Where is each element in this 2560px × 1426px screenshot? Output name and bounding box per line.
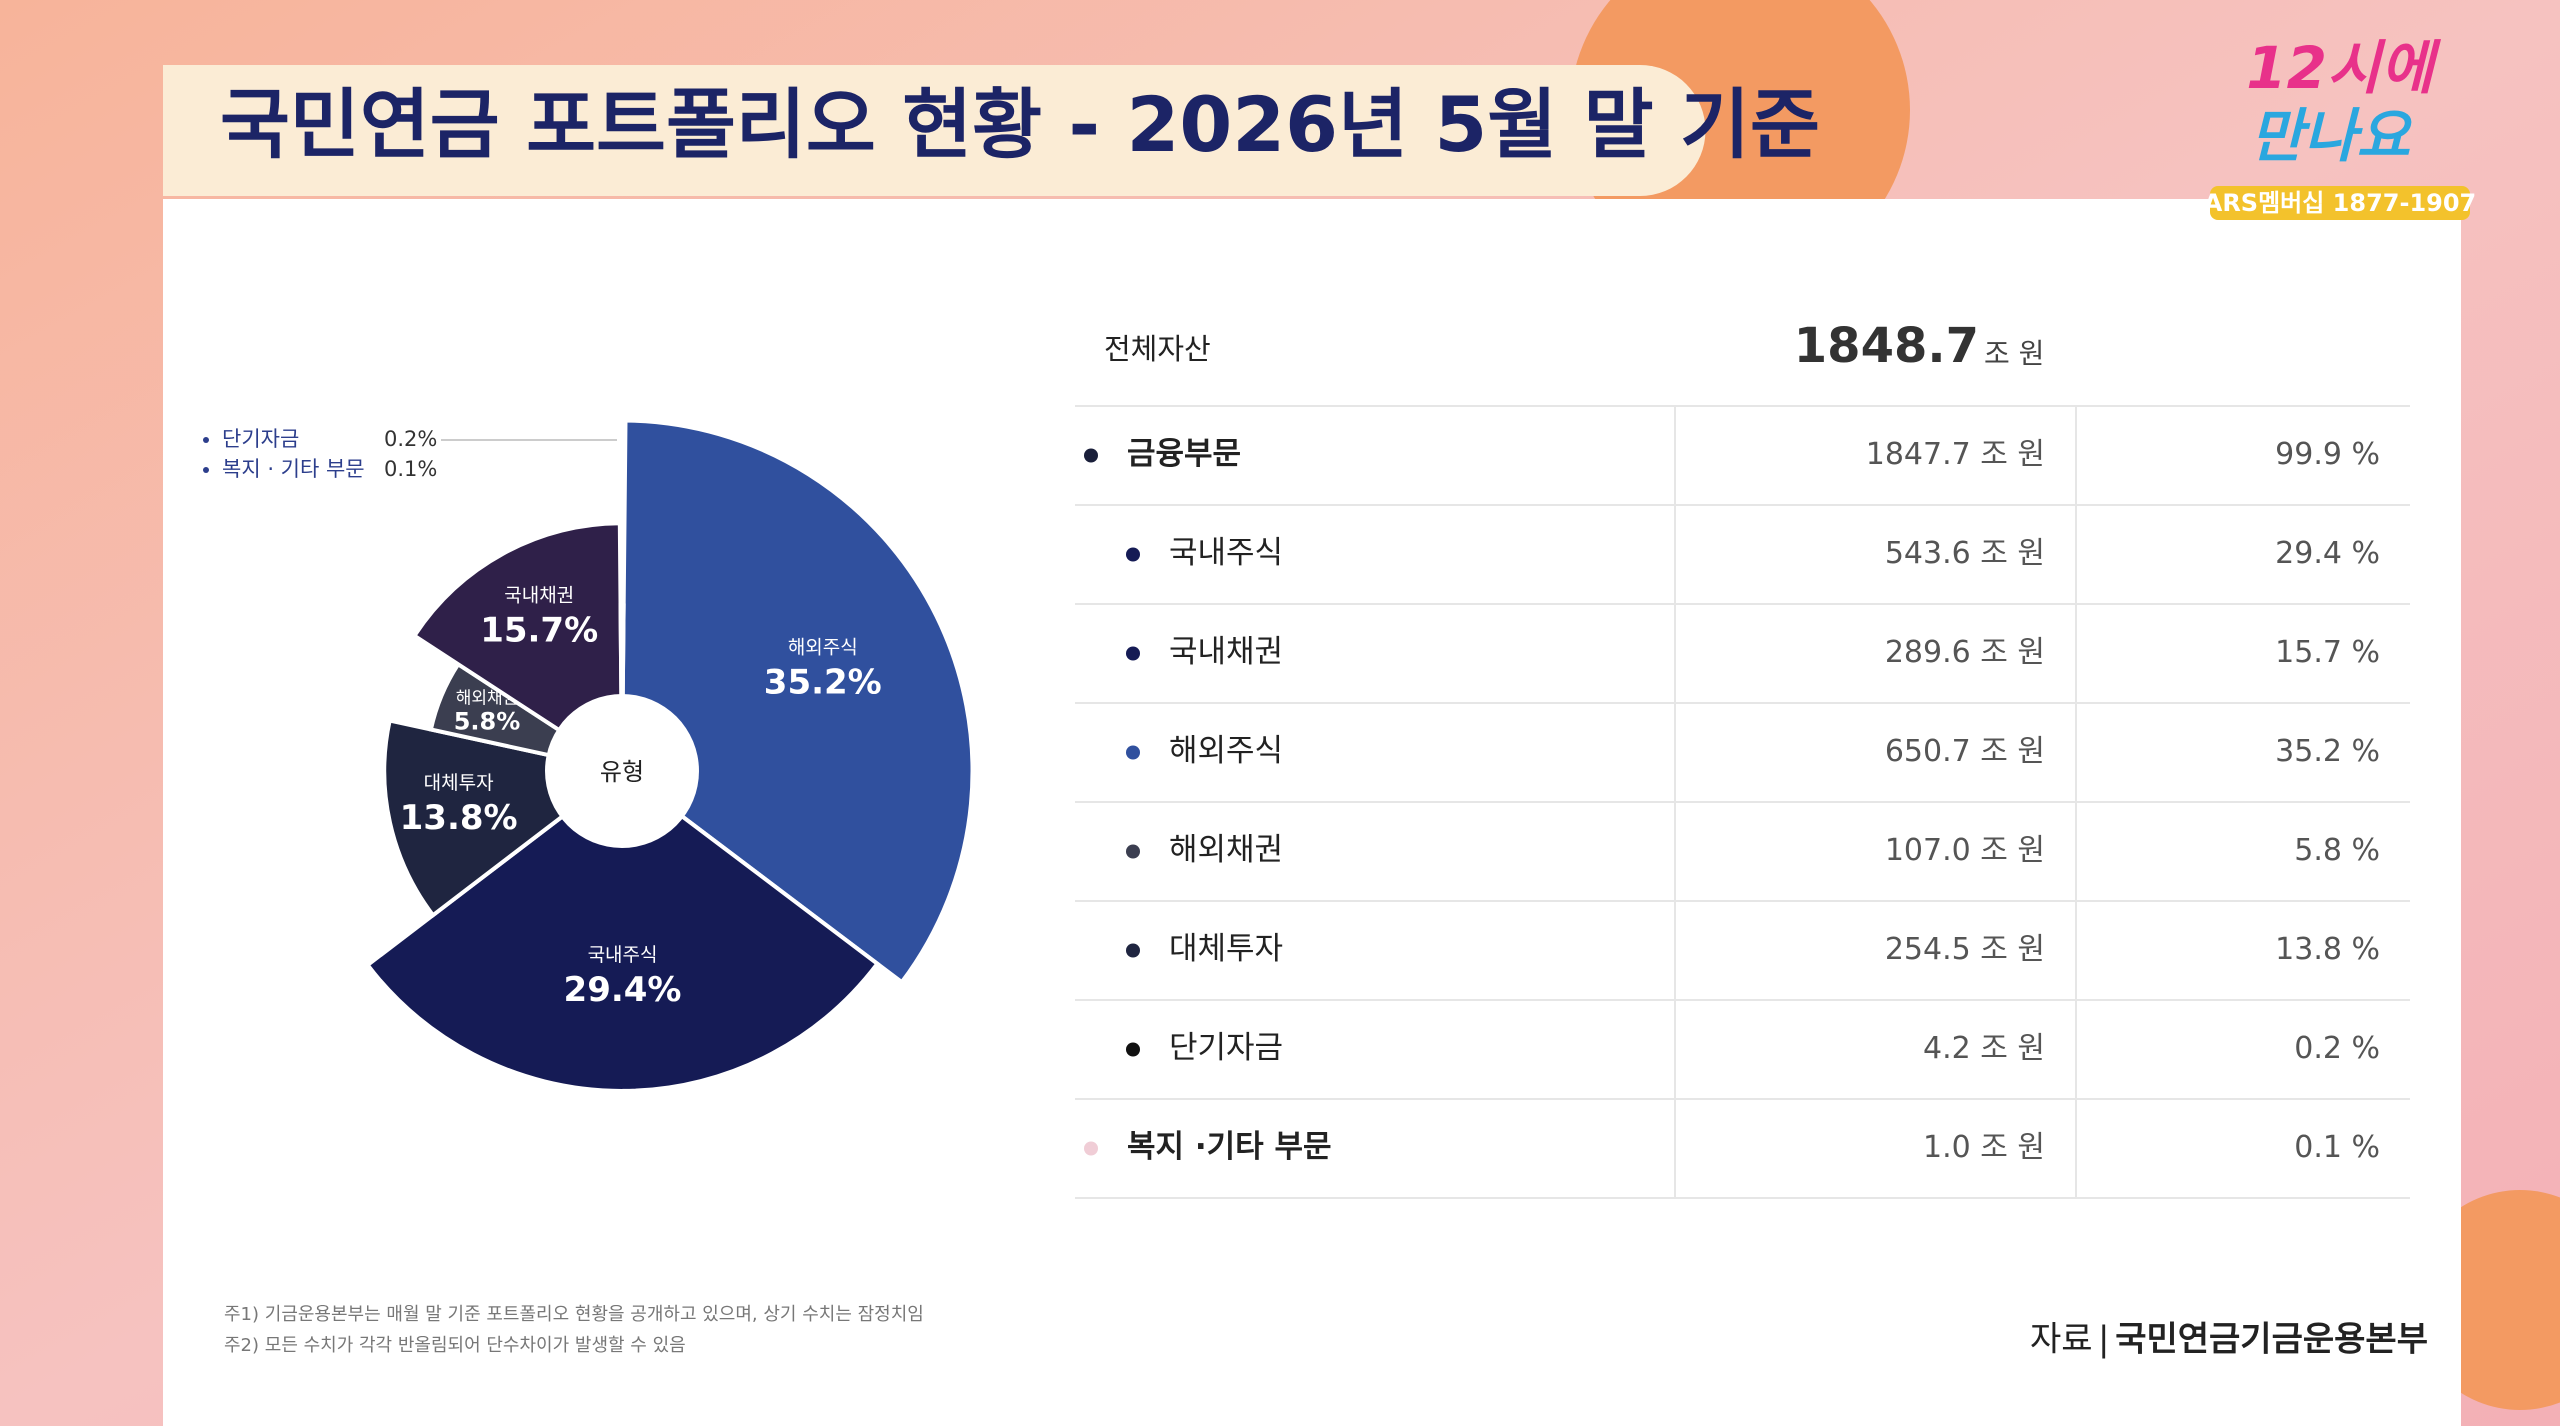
- row-label: 해외채권: [1169, 832, 1283, 868]
- row-amount: 1847.7 조 원: [1866, 437, 2045, 472]
- row-amount: 4.2 조 원: [1923, 1031, 2045, 1066]
- center-hole: [545, 694, 699, 848]
- row-dot: [1126, 844, 1140, 859]
- row-share: 99.9 %: [2275, 437, 2380, 472]
- row-label: 복지 ·기타 부문: [1127, 1129, 1331, 1165]
- row-dot: [1126, 646, 1140, 661]
- row-amount: 254.5 조 원: [1885, 932, 2045, 967]
- note: 주1) 기금운용본부는 매월 말 기준 포트폴리오 현황을 공개하고 있으며, …: [224, 1304, 924, 1325]
- title-banner: [163, 65, 1706, 196]
- row-share: 15.7 %: [2275, 635, 2380, 670]
- row-label: 금융부문: [1127, 436, 1241, 472]
- row-share: 35.2 %: [2275, 734, 2380, 769]
- row-dot: [1084, 448, 1098, 463]
- note: 주2) 모든 수치가 각각 반올림되어 단수차이가 발생할 수 있음: [224, 1335, 686, 1356]
- row-dot: [1126, 547, 1140, 562]
- pie-chart: 해외주식35.2%국내주식29.4%대체투자13.8%해외채권5.8%국내채권1…: [203, 418, 975, 1093]
- slice-value: 35.2%: [764, 663, 882, 703]
- slice-name: 국내주식: [588, 944, 658, 966]
- pie-slice: [411, 521, 625, 775]
- legend-value: 0.1%: [384, 457, 437, 481]
- slice-value: 29.4%: [564, 970, 682, 1010]
- row-share: 5.8 %: [2294, 833, 2380, 868]
- row-label: 대체투자: [1169, 931, 1283, 967]
- row-dot: [1126, 745, 1140, 760]
- row-dot: [1126, 1042, 1140, 1057]
- center-label: 유형: [600, 758, 644, 786]
- logo-text: 12시에: [2246, 34, 2441, 102]
- row-share: 0.2 %: [2294, 1031, 2380, 1066]
- source-label: 자료: [2030, 1320, 2093, 1360]
- source-divider: |: [2098, 1320, 2109, 1360]
- total-label: 전체자산: [1104, 332, 1211, 366]
- logo-text: 만나요: [2250, 102, 2413, 170]
- logo-badge: [2210, 186, 2470, 220]
- legend-value: 0.2%: [384, 427, 437, 451]
- slice-name: 대체투자: [424, 772, 494, 794]
- slice-value: 5.8%: [454, 708, 521, 736]
- slice-value: 15.7%: [480, 610, 598, 650]
- row-share: 29.4 %: [2275, 536, 2380, 571]
- row-label: 국내채권: [1169, 634, 1283, 670]
- row-label: 국내주식: [1169, 535, 1283, 571]
- title: 국민연금 포트폴리오 현황 - 2026년 5월 말 기준: [220, 80, 1820, 169]
- row-amount: 543.6 조 원: [1885, 536, 2045, 571]
- row-share: 13.8 %: [2275, 932, 2380, 967]
- row-amount: 107.0 조 원: [1885, 833, 2045, 868]
- row-amount: 650.7 조 원: [1885, 734, 2045, 769]
- legend-dot: [203, 437, 209, 443]
- row-dot: [1126, 943, 1140, 958]
- total-unit: 조 원: [1984, 337, 2044, 370]
- legend-label: 단기자금: [222, 427, 299, 451]
- row-label: 단기자금: [1169, 1030, 1283, 1066]
- legend-dot: [203, 467, 209, 473]
- slice-value: 13.8%: [400, 798, 518, 838]
- slice-name: 해외주식: [788, 637, 858, 659]
- slice-name: 국내채권: [504, 584, 574, 606]
- legend-label: 복지 · 기타 부문: [222, 457, 365, 481]
- row-share: 0.1 %: [2294, 1130, 2380, 1165]
- pie-slice: [364, 768, 881, 1093]
- row-amount: 289.6 조 원: [1885, 635, 2045, 670]
- row-amount: 1.0 조 원: [1923, 1130, 2045, 1165]
- logo: 12시에 만나요 ARS멤버십 1877-1907: [2204, 34, 2477, 220]
- pie-slice: [619, 418, 975, 985]
- row-label: 해외주식: [1169, 733, 1283, 769]
- row-dot: [1084, 1141, 1098, 1156]
- source-name: 국민연금기금운용본부: [2115, 1320, 2428, 1360]
- total-value: 1848.7: [1794, 318, 1979, 374]
- logo-phone: ARS멤버십 1877-1907: [2204, 189, 2477, 217]
